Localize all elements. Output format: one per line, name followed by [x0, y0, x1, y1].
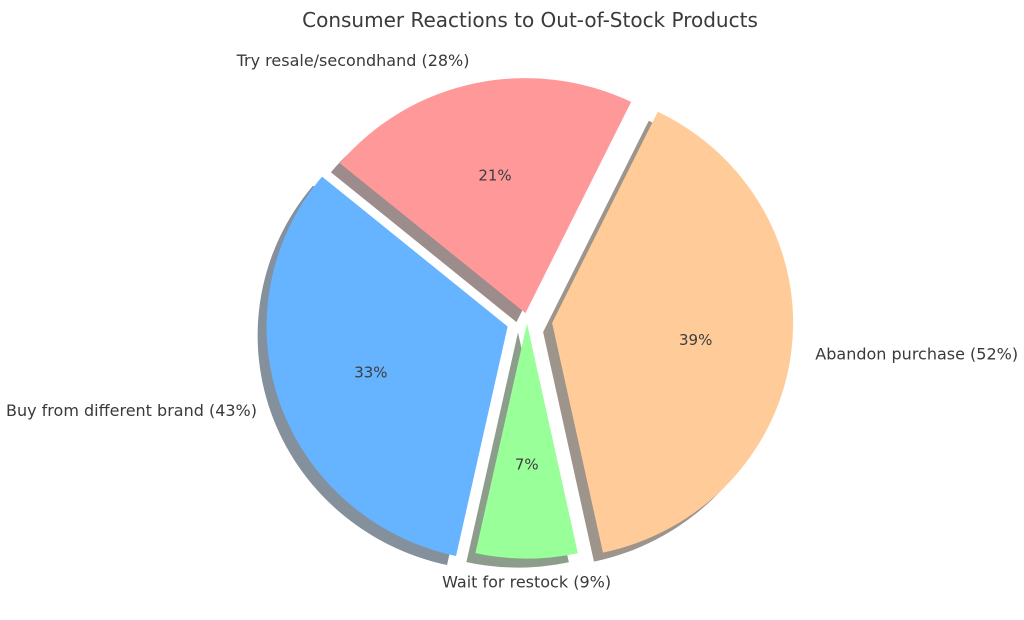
pie-slice-abandon-purchase	[552, 111, 794, 553]
pie-wedges-layer	[266, 78, 794, 559]
pct-label-abandon-purchase: 39%	[679, 331, 712, 349]
slice-label-abandon-purchase: Abandon purchase (52%)	[815, 345, 1018, 364]
pie-slice-wait-for-restock	[475, 323, 578, 559]
pct-label-buy-from-different-brand: 33%	[354, 363, 387, 381]
pct-label-try-resale-secondhand: 21%	[478, 166, 511, 184]
slice-label-wait-for-restock: Wait for restock (9%)	[442, 573, 611, 592]
pct-label-wait-for-restock: 7%	[515, 456, 539, 474]
slice-label-buy-from-different-brand: Buy from different brand (43%)	[6, 401, 257, 420]
chart-title: Consumer Reactions to Out-of-Stock Produ…	[302, 8, 758, 32]
slice-labels-layer: 39% Abandon purchase (52%) 7% Wait for rest…	[6, 51, 1018, 592]
pie-slice-try-resale-secondhand	[339, 78, 632, 314]
slice-label-try-resale-secondhand: Try resale/secondhand (28%)	[236, 51, 470, 70]
pie-slice-buy-from-different-brand	[266, 176, 508, 557]
